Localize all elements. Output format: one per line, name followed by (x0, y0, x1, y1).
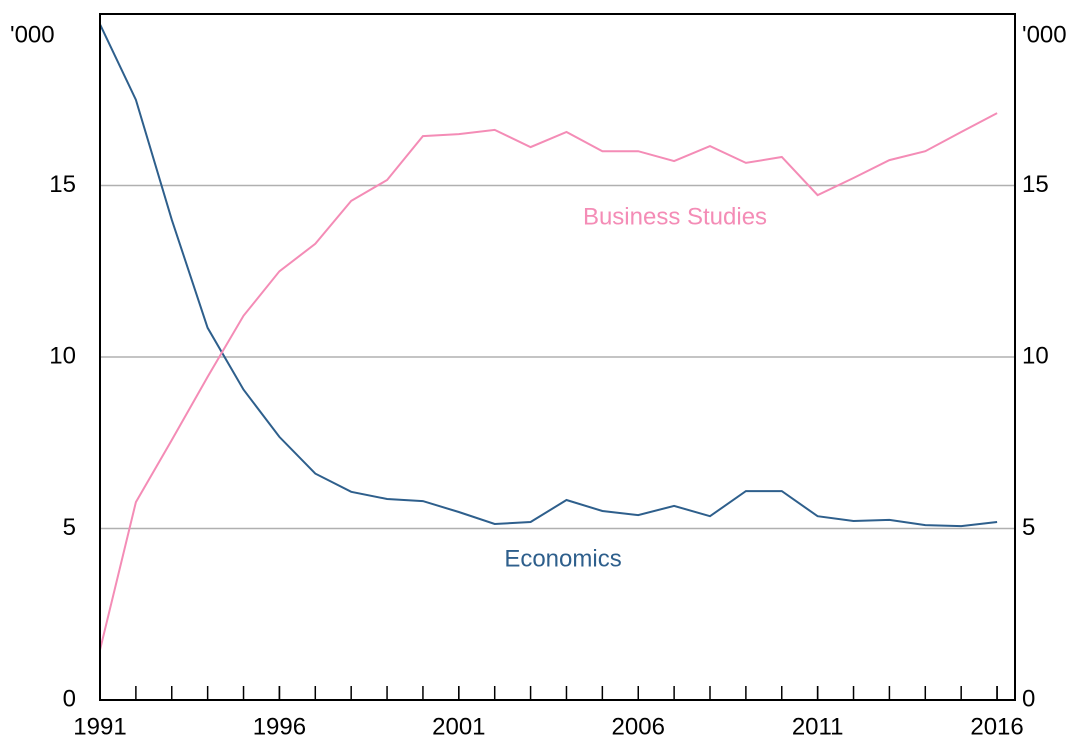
x-tick-label: 1996 (253, 713, 306, 740)
x-tick-label: 1991 (73, 713, 126, 740)
series-line (99, 112, 998, 651)
series-label: Economics (504, 545, 621, 572)
y2-tick-label: 5 (1022, 514, 1035, 541)
x-tick-label: 2016 (970, 713, 1023, 740)
series-line (99, 23, 998, 528)
y-unit-label: '000 (10, 21, 55, 48)
y2-tick-label: 0 (1022, 685, 1035, 712)
x-tick-label: 2006 (612, 713, 665, 740)
y2-tick-label: 15 (1022, 171, 1049, 198)
y-tick-label: 0 (63, 685, 76, 712)
plot-frame (99, 13, 1016, 701)
x-tick-label: 2011 (792, 713, 844, 740)
y-tick-label: 15 (49, 171, 76, 198)
y2-unit-label: '000 (1022, 21, 1067, 48)
y2-tick-label: 10 (1022, 342, 1049, 369)
y-tick-label: 5 (63, 514, 76, 541)
series-label: Business Studies (583, 203, 767, 230)
y-tick-label: 10 (49, 342, 76, 369)
x-tick-label: 2001 (432, 713, 485, 740)
